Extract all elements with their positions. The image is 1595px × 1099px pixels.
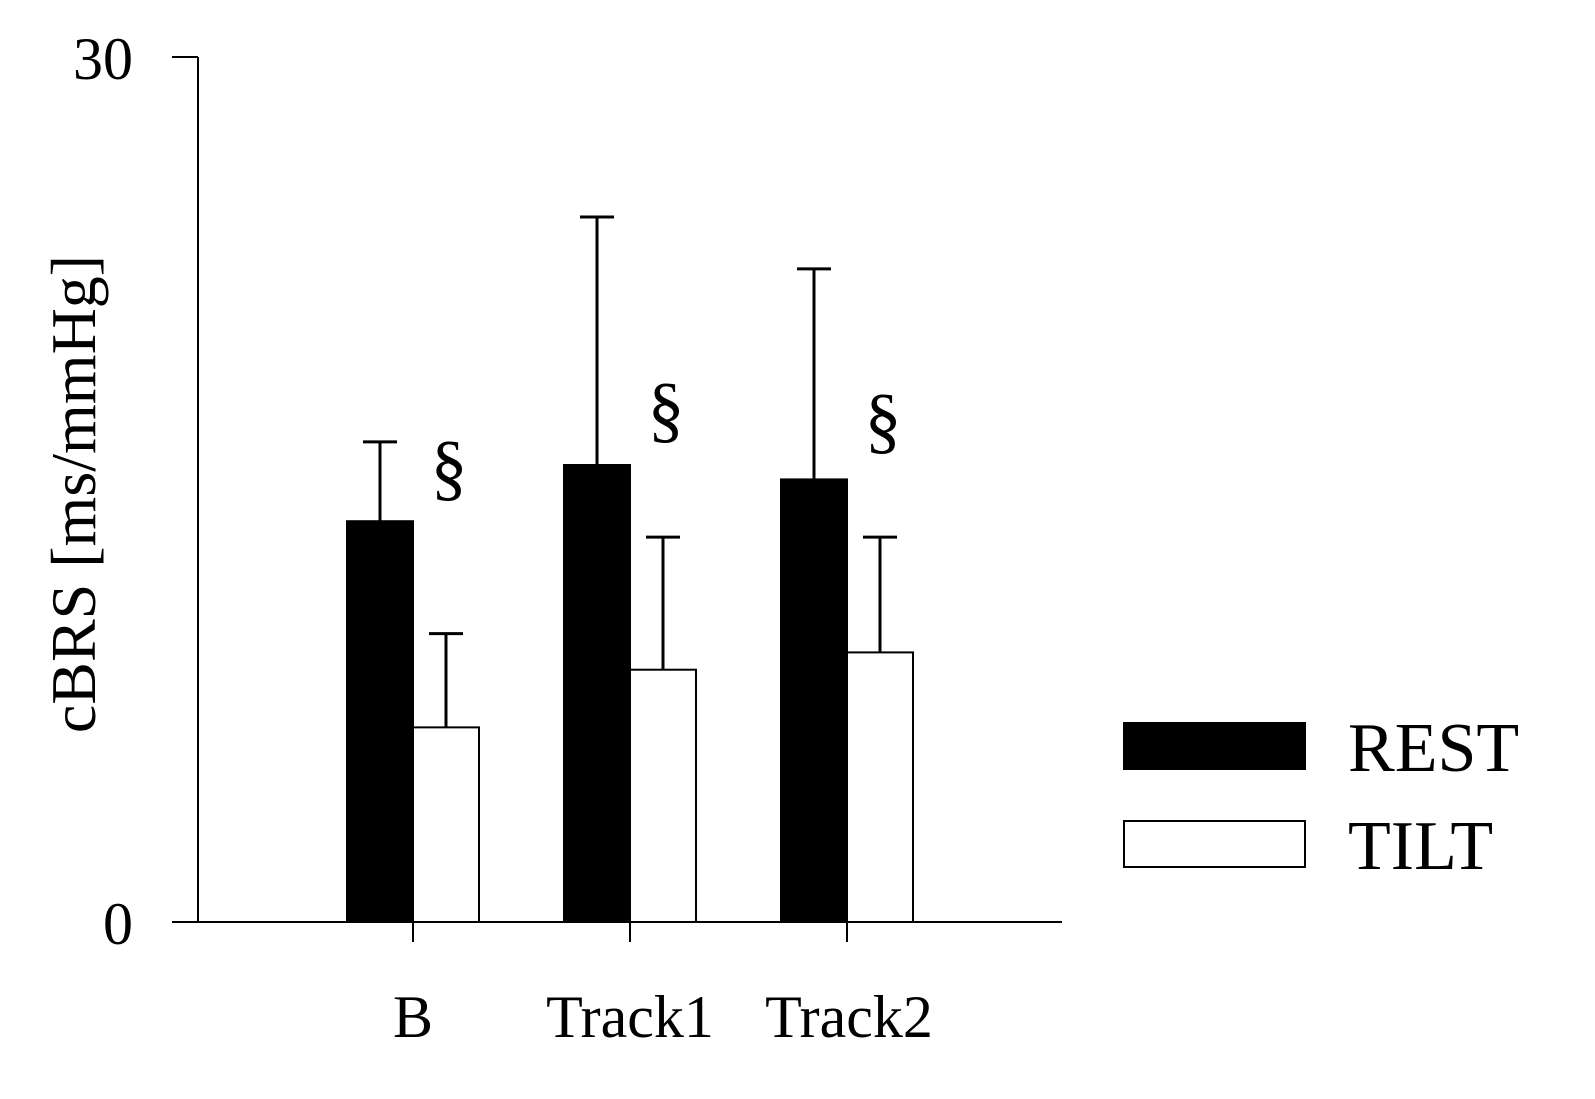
- legend-label-tilt: TILT: [1348, 808, 1493, 885]
- x-tick-label: B: [393, 984, 433, 1050]
- x-tick-label: Track1: [546, 984, 714, 1050]
- bar-tilt: [412, 726, 480, 923]
- y-tick-label: 30: [73, 26, 133, 92]
- legend-label-rest: REST: [1348, 710, 1519, 787]
- legend-swatch-tilt: [1123, 820, 1306, 868]
- legend-swatch-rest: [1123, 722, 1306, 770]
- bar-rest: [346, 520, 414, 923]
- significance-marker: §: [865, 380, 902, 462]
- bar-tilt: [629, 668, 697, 923]
- bar-tilt: [846, 651, 914, 923]
- y-axis-title: cBRS [ms/mmHg]: [38, 255, 109, 733]
- x-tick-label: Track2: [765, 984, 933, 1050]
- significance-marker: §: [431, 427, 468, 509]
- bar-rest: [780, 478, 848, 923]
- y-tick-label: 0: [103, 891, 133, 957]
- bar-rest: [563, 463, 631, 923]
- significance-marker: §: [648, 369, 685, 451]
